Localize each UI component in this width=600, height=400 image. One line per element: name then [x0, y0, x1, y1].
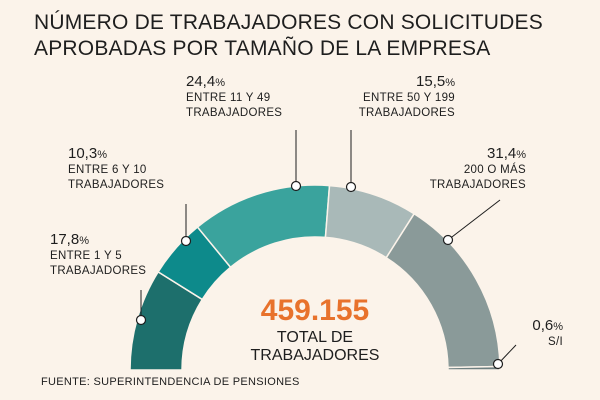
slice-labels: 17,8% ENTRE 1 Y 5 TRABAJADORES 10,3% ENTRE 6… [50, 73, 563, 348]
slice-label-5-line-2: TRABAJADORES [430, 179, 526, 191]
leader-dot-1 [135, 314, 147, 326]
slice-percent-2: 10,3% [68, 145, 107, 162]
slice-percent-4: 15,5% [416, 73, 455, 90]
leader-line-5 [447, 199, 501, 241]
chart-title-line-2: APROBADAS POR TAMAÑO DE LA EMPRESA [34, 37, 491, 60]
slice-label-5-line-1: 200 O MÁS [464, 163, 526, 176]
slice-label-3-line-1: ENTRE 11 Y 49 [186, 92, 270, 104]
leader-dot-5 [442, 234, 454, 246]
slice-label-6-line-1: S/I [548, 336, 563, 348]
leader-dot-4 [345, 181, 357, 193]
slice-label-4-line-2: TRABAJADORES [359, 107, 455, 119]
slice-percent-3: 24,4% [186, 73, 225, 90]
slice-6 [447, 365, 501, 371]
leader-dot-3 [290, 180, 302, 192]
slice-label-2-line-1: ENTRE 6 Y 10 [68, 164, 147, 176]
total-label-line-2: TRABAJADORES [251, 347, 380, 364]
total-value: 459.155 [261, 294, 369, 327]
slice-label-1-line-2: TRABAJADORES [50, 265, 146, 277]
slice-percent-5: 31,4% [487, 145, 526, 162]
source-note: FUENTE: SUPERINTENDENCIA DE PENSIONES [41, 376, 300, 388]
slice-label-2-line-2: TRABAJADORES [68, 179, 164, 191]
total-label-line-1: TOTAL DE [277, 329, 353, 346]
slice-label-3-line-2: TRABAJADORES [186, 107, 282, 119]
leader-dot-6 [492, 358, 504, 370]
slice-percent-1: 17,8% [50, 231, 89, 248]
slice-label-4-line-1: ENTRE 50 Y 199 [363, 92, 455, 104]
leader-lines [135, 130, 517, 370]
chart-title: NÚMERO DE TRABAJADORES CON SOLICITUDES A… [34, 10, 574, 62]
slice-label-1-line-1: ENTRE 1 Y 5 [50, 250, 122, 262]
slice-5 [385, 212, 501, 369]
donut-slices [129, 184, 501, 371]
slice-percent-6: 0,6% [532, 317, 563, 334]
chart-title-line-1: NÚMERO DE TRABAJADORES CON SOLICITUDES [34, 11, 543, 34]
leader-dot-2 [180, 235, 192, 247]
